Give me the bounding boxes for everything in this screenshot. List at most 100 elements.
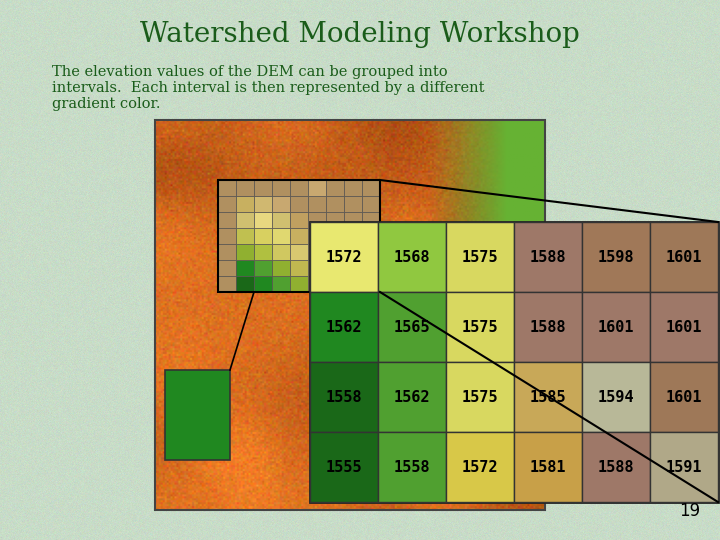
Text: 1572: 1572 xyxy=(325,249,362,265)
Bar xyxy=(236,244,254,260)
Bar xyxy=(362,260,380,276)
Bar xyxy=(344,244,362,260)
Bar xyxy=(362,244,380,260)
Bar xyxy=(326,260,344,276)
Bar xyxy=(344,260,362,276)
Bar xyxy=(446,362,514,432)
Bar xyxy=(308,260,326,276)
Bar xyxy=(326,212,344,228)
Bar xyxy=(378,362,446,432)
Bar xyxy=(582,292,650,362)
Bar xyxy=(326,196,344,212)
Text: 1594: 1594 xyxy=(598,389,634,404)
Bar xyxy=(308,244,326,260)
Text: 1588: 1588 xyxy=(530,320,566,334)
Bar xyxy=(272,276,290,292)
Bar xyxy=(326,228,344,244)
Bar xyxy=(236,196,254,212)
Text: 1588: 1588 xyxy=(530,249,566,265)
Bar xyxy=(155,120,545,510)
Bar xyxy=(236,260,254,276)
Text: 1558: 1558 xyxy=(325,389,362,404)
Bar xyxy=(650,432,718,502)
Bar xyxy=(344,212,362,228)
Text: 1555: 1555 xyxy=(325,460,362,475)
Bar xyxy=(362,228,380,244)
Text: 1588: 1588 xyxy=(598,460,634,475)
Bar xyxy=(362,212,380,228)
Bar xyxy=(254,228,272,244)
Bar xyxy=(344,228,362,244)
Text: 1572: 1572 xyxy=(462,460,498,475)
Text: 1558: 1558 xyxy=(394,460,431,475)
Text: 1591: 1591 xyxy=(666,460,702,475)
Bar xyxy=(650,222,718,292)
Bar xyxy=(218,180,236,196)
Bar xyxy=(514,362,582,432)
Bar xyxy=(310,222,378,292)
Bar xyxy=(254,212,272,228)
Bar xyxy=(290,276,308,292)
Text: 1575: 1575 xyxy=(462,320,498,334)
Bar xyxy=(254,180,272,196)
Text: 1585: 1585 xyxy=(530,389,566,404)
Bar xyxy=(272,196,290,212)
Bar xyxy=(308,276,326,292)
Bar xyxy=(218,180,380,292)
Bar xyxy=(582,432,650,502)
Bar xyxy=(272,228,290,244)
Bar xyxy=(236,276,254,292)
Bar xyxy=(378,432,446,502)
Bar xyxy=(446,222,514,292)
Bar xyxy=(446,292,514,362)
Text: 1598: 1598 xyxy=(598,249,634,265)
Bar xyxy=(308,228,326,244)
Bar xyxy=(218,228,236,244)
Bar xyxy=(310,432,378,502)
Bar xyxy=(272,244,290,260)
Text: 1568: 1568 xyxy=(394,249,431,265)
Bar xyxy=(326,244,344,260)
Bar xyxy=(514,432,582,502)
Bar xyxy=(290,260,308,276)
Bar xyxy=(236,228,254,244)
Text: 1562: 1562 xyxy=(325,320,362,334)
Bar xyxy=(310,222,718,502)
Text: 1575: 1575 xyxy=(462,389,498,404)
Bar xyxy=(165,370,230,460)
Bar xyxy=(582,222,650,292)
Bar xyxy=(236,212,254,228)
Bar xyxy=(378,292,446,362)
Bar xyxy=(218,276,236,292)
Bar xyxy=(650,292,718,362)
Bar xyxy=(290,228,308,244)
Bar xyxy=(310,362,378,432)
Bar xyxy=(290,244,308,260)
Bar xyxy=(218,196,236,212)
Bar xyxy=(272,180,290,196)
Bar xyxy=(344,196,362,212)
Bar xyxy=(218,260,236,276)
Bar xyxy=(514,222,582,292)
Bar xyxy=(310,292,378,362)
Bar xyxy=(362,196,380,212)
Bar xyxy=(378,222,446,292)
Bar xyxy=(446,432,514,502)
Bar xyxy=(218,244,236,260)
Bar xyxy=(290,180,308,196)
Bar xyxy=(344,276,362,292)
Bar xyxy=(308,196,326,212)
Bar xyxy=(514,292,582,362)
Text: 1601: 1601 xyxy=(666,389,702,404)
Bar xyxy=(308,180,326,196)
Bar xyxy=(582,362,650,432)
Text: 1575: 1575 xyxy=(462,249,498,265)
Text: intervals.  Each interval is then represented by a different: intervals. Each interval is then represe… xyxy=(52,81,485,95)
Text: 1601: 1601 xyxy=(666,249,702,265)
Bar xyxy=(254,276,272,292)
Bar xyxy=(218,212,236,228)
Bar xyxy=(290,212,308,228)
Text: 19: 19 xyxy=(679,502,700,520)
Text: The elevation values of the DEM can be grouped into: The elevation values of the DEM can be g… xyxy=(52,65,448,79)
Text: Watershed Modeling Workshop: Watershed Modeling Workshop xyxy=(140,22,580,49)
